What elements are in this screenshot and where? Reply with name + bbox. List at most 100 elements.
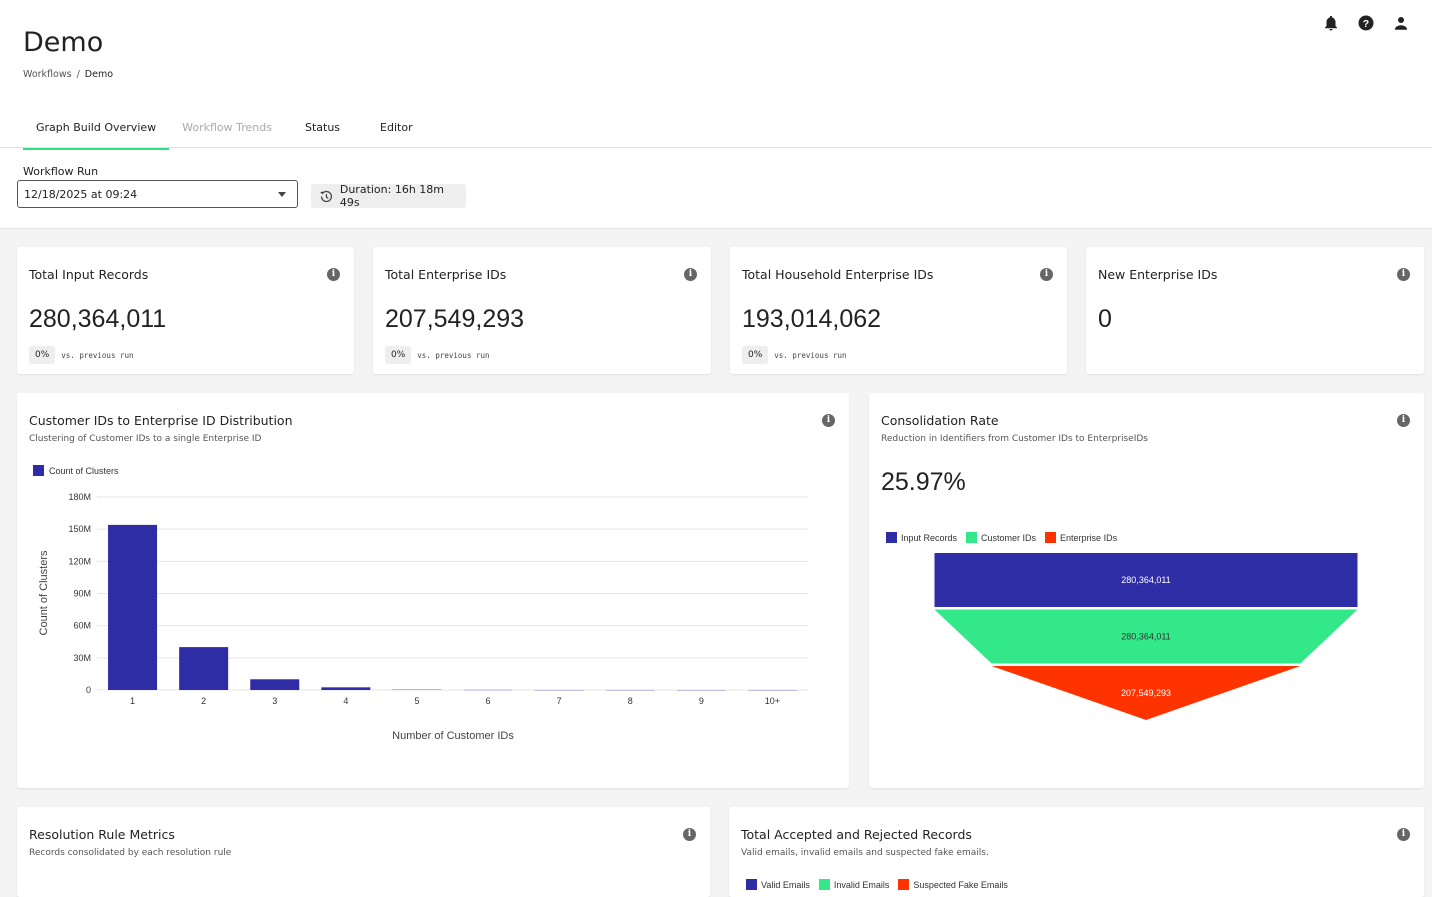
y-tick-label: 30M [73, 653, 91, 663]
y-tick-label: 150M [68, 524, 91, 534]
info-icon[interactable]: i [1040, 268, 1053, 281]
kpi-value: 0 [1098, 305, 1112, 333]
bar [605, 689, 655, 691]
info-icon[interactable]: i [1397, 414, 1410, 427]
info-icon[interactable]: i [1397, 828, 1410, 841]
card-title: Consolidation Rate [881, 413, 999, 428]
legend-label: Valid Emails [761, 879, 810, 890]
funnel-legend: Input Records Customer IDs Enterprise ID… [886, 532, 1117, 543]
duration-text: Duration: 16h 18m 49s [339, 183, 445, 209]
resolution-card: Resolution Rule Metrics Records consolid… [17, 807, 710, 897]
x-tick-label: 1 [130, 696, 135, 706]
legend-swatch [898, 879, 910, 890]
funnel-stage [934, 609, 1358, 664]
chart-legend: Valid Emails Invalid Emails Suspected Fa… [746, 879, 1008, 890]
y-tick-label: 120M [68, 556, 91, 566]
funnel-stage [991, 666, 1301, 720]
page-header: Demo Workflows / Demo ? Graph Build Overvi… [0, 0, 1432, 229]
bar [534, 689, 584, 691]
info-icon[interactable]: i [684, 268, 697, 281]
y-tick-label: 90M [73, 589, 91, 599]
legend-label: Count of Clusters [49, 465, 119, 476]
legend-label: Invalid Emails [833, 879, 890, 890]
funnel-stage-label: 280,364,011 [1121, 575, 1170, 585]
kpi-title: New Enterprise IDs [1098, 267, 1218, 282]
legend-swatch [1045, 532, 1057, 543]
x-tick-label: 7 [557, 696, 562, 706]
kpi-value: 280,364,011 [29, 305, 167, 333]
duration-chip: Duration: 16h 18m 49s [311, 183, 466, 209]
consolidation-rate: 25.97% [881, 468, 966, 496]
kpi-value: 207,549,293 [385, 305, 525, 333]
kpi-title: Total Household Enterprise IDs [742, 267, 934, 282]
workflow-run-select[interactable]: 12/18/2025 at 09:24 [17, 180, 298, 208]
accepted-rejected-card: Total Accepted and Rejected Records Vali… [729, 807, 1424, 897]
tab-bar: Graph Build Overview Workflow Trends Sta… [23, 118, 426, 150]
bar [676, 689, 726, 691]
distribution-card: Customer IDs to Enterprise ID Distributi… [17, 393, 849, 788]
kpi-delta: 0% [385, 346, 412, 364]
breadcrumb: Workflows / Demo [23, 69, 118, 80]
card-subtitle: Valid emails, invalid emails and suspect… [741, 848, 989, 858]
bar [747, 689, 797, 691]
legend-swatch [818, 879, 830, 890]
x-tick-label: 2 [201, 696, 206, 706]
info-icon[interactable]: i [327, 268, 340, 281]
legend-swatch [886, 532, 897, 543]
page-title: Demo [23, 27, 104, 58]
tab-graph-build-overview[interactable]: Graph Build Overview [23, 118, 170, 150]
info-icon[interactable]: i [822, 414, 835, 427]
kpi-vs-label: vs. previous run [774, 350, 847, 360]
svg-text:?: ? [1363, 18, 1369, 30]
x-tick-label: 4 [343, 696, 348, 706]
user-icon[interactable] [1392, 14, 1410, 32]
kpi-vs-label: vs. previous run [61, 350, 134, 360]
tab-workflow-trends: Workflow Trends [182, 121, 272, 134]
kpi-value: 193,014,062 [742, 305, 882, 333]
bar [463, 689, 513, 691]
info-icon[interactable]: i [683, 828, 696, 841]
funnel-chart: 280,364,011 280,364,011 207,549,293 [934, 553, 1358, 720]
x-tick-label: 3 [272, 696, 277, 706]
funnel-stage [934, 553, 1358, 607]
bar [321, 687, 371, 690]
card-subtitle: Records consolidated by each resolution … [29, 848, 232, 858]
funnel-stage-label: 207,549,293 [1121, 688, 1171, 698]
kpi-card-new-enterprise-ids: New Enterprise IDs i 0 [1086, 247, 1424, 374]
y-tick-label: 0 [86, 685, 91, 695]
tab-status[interactable]: Status [304, 121, 341, 134]
legend-label: Suspected Fake Emails [913, 879, 1008, 890]
breadcrumb-separator: / [76, 69, 80, 80]
card-subtitle: Reduction in Identifiers from Customer I… [881, 434, 1148, 444]
legend-label: Enterprise IDs [1060, 532, 1118, 543]
x-tick-label: 9 [699, 696, 704, 706]
bar [179, 647, 229, 690]
kpi-vs-label: vs. previous run [417, 350, 490, 360]
x-axis-label: Number of Customer IDs [392, 730, 514, 742]
history-icon [320, 190, 332, 202]
tab-editor[interactable]: Editor [380, 121, 413, 134]
help-icon[interactable]: ? [1357, 14, 1375, 32]
info-icon[interactable]: i [1397, 268, 1410, 281]
breadcrumb-workflows[interactable]: Workflows [23, 69, 72, 80]
kpi-title: Total Input Records [29, 267, 149, 282]
bell-icon[interactable] [1322, 14, 1340, 32]
x-tick-label: 10+ [765, 696, 780, 706]
funnel-stage-label: 280,364,011 [1121, 632, 1170, 642]
card-title: Resolution Rule Metrics [29, 827, 175, 842]
workflow-run-label: Workflow Run [23, 165, 99, 178]
x-tick-label: 5 [414, 696, 419, 706]
legend-label: Input Records [901, 532, 958, 543]
legend-swatch [33, 465, 44, 476]
legend-swatch [966, 532, 978, 543]
kpi-title: Total Enterprise IDs [385, 267, 507, 282]
card-title: Total Accepted and Rejected Records [741, 827, 972, 842]
kpi-delta: 0% [742, 346, 769, 364]
bar-chart: Count of Clusters Number of Customer IDs… [38, 492, 808, 742]
workflow-run-value: 12/18/2025 at 09:24 [24, 188, 138, 201]
x-tick-label: 6 [486, 696, 491, 706]
legend-swatch [746, 879, 757, 890]
bar [392, 689, 442, 690]
breadcrumb-current: Demo [84, 69, 114, 80]
x-tick-label: 8 [628, 696, 633, 706]
